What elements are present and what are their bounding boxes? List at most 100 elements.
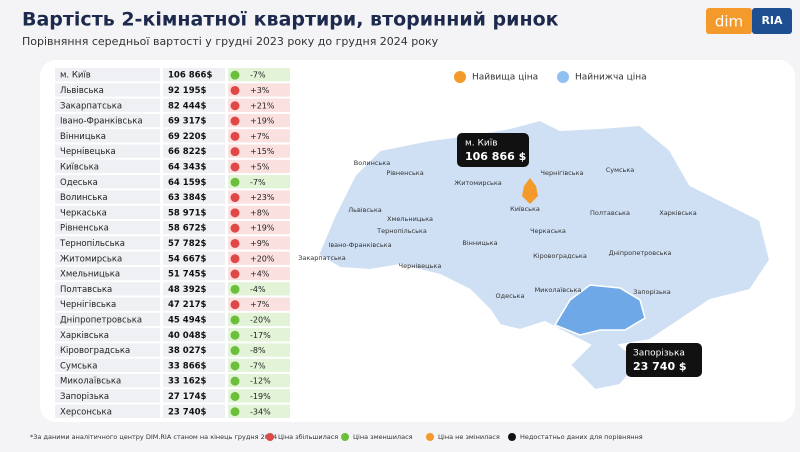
trend-icon xyxy=(230,376,240,386)
region-label: Львівська xyxy=(348,206,382,214)
trend-icon xyxy=(230,315,240,325)
price-bg xyxy=(163,98,225,112)
region-label: Хмельницька xyxy=(387,215,433,223)
legend-icon xyxy=(426,433,434,441)
legend-label: Ціна збільшилася xyxy=(278,433,338,441)
callout-label: м. Київ xyxy=(465,139,498,149)
change-bg xyxy=(228,221,290,235)
change: -7% xyxy=(250,71,266,80)
row-bg xyxy=(55,251,160,265)
region: Кіровоградська xyxy=(60,346,130,356)
price-bg xyxy=(163,144,225,158)
trend-icon xyxy=(230,269,240,279)
region-label: Кіровоградська xyxy=(533,252,587,260)
price-bg xyxy=(163,159,225,174)
trend-icon xyxy=(230,391,240,401)
row-bg xyxy=(55,266,160,281)
price-bg xyxy=(163,374,225,388)
change: +20% xyxy=(250,254,275,263)
callout xyxy=(457,133,529,167)
change-bg xyxy=(228,251,290,265)
row-bg xyxy=(55,236,160,250)
price-bg xyxy=(163,328,225,342)
region-label: Івано-Франківська xyxy=(328,241,391,249)
map: Найвища ціна Найнижча ціна м. Київ 106 8… xyxy=(298,71,772,392)
change: +8% xyxy=(250,208,270,217)
change: +3% xyxy=(250,86,270,95)
change-bg xyxy=(228,175,290,189)
legend-icon xyxy=(266,433,274,441)
region: Черкаська xyxy=(60,208,107,218)
change-bg xyxy=(228,282,290,296)
change: +7% xyxy=(250,300,270,309)
trend-icon xyxy=(230,101,240,111)
region-label: Київська xyxy=(510,205,540,213)
region-label: Чернівецька xyxy=(399,262,442,270)
change-bg xyxy=(228,312,290,327)
region: Волинська xyxy=(60,193,108,203)
region: Закарпатська xyxy=(60,101,122,111)
change-bg xyxy=(228,343,290,357)
region-label: Полтавська xyxy=(590,209,630,217)
title: Вартість 2-кімнатної квартири, вторинний… xyxy=(22,9,559,31)
region: Хмельницька xyxy=(60,270,120,280)
subtitle: Порівняння середньої вартості у грудні 2… xyxy=(22,35,439,48)
region: Харківська xyxy=(60,331,109,341)
region: Житомирська xyxy=(60,254,122,264)
trend-icon xyxy=(230,407,240,417)
price-bg xyxy=(163,266,225,281)
logo: dim xyxy=(715,13,743,31)
price: 23 740$ xyxy=(168,407,207,417)
change-bg xyxy=(228,68,290,82)
region: Миколаївська xyxy=(60,377,121,387)
price: 47 217$ xyxy=(168,300,207,310)
change-bg xyxy=(228,374,290,388)
change-bg xyxy=(228,205,290,219)
region-label: Чернігівська xyxy=(540,169,583,177)
change-bg xyxy=(228,144,290,158)
region: Рівненська xyxy=(60,224,109,234)
row-bg xyxy=(55,175,160,189)
change: +7% xyxy=(250,132,270,141)
change: +23% xyxy=(250,193,275,202)
region-label: Запорізька xyxy=(633,288,671,296)
price: 69 317$ xyxy=(168,117,207,127)
price-bg xyxy=(163,358,225,372)
change-bg xyxy=(228,190,290,204)
legend-label: Ціна не змінилася xyxy=(438,433,500,441)
legend-dot xyxy=(454,71,466,83)
change-bg xyxy=(228,404,290,418)
price-bg xyxy=(163,221,225,235)
callout-label: Запорізька xyxy=(633,349,685,359)
price-bg xyxy=(163,236,225,250)
price-bg xyxy=(163,190,225,204)
change-bg xyxy=(228,358,290,372)
region: Вінницька xyxy=(60,132,106,142)
price: 54 667$ xyxy=(168,254,207,264)
row-bg xyxy=(55,159,160,174)
trend-icon xyxy=(230,131,240,141)
change: +19% xyxy=(250,117,275,126)
price-bg xyxy=(163,83,225,97)
price-bg xyxy=(163,129,225,143)
region: Дніпропетровська xyxy=(60,315,142,325)
price-bg xyxy=(163,175,225,189)
region: Тернопільська xyxy=(59,239,125,249)
trend-icon xyxy=(230,116,240,126)
region: Київська xyxy=(60,162,99,172)
callout-value: 106 866 $ xyxy=(465,150,526,163)
region-label: Одеська xyxy=(496,292,525,300)
region: м. Київ xyxy=(60,71,91,81)
callout xyxy=(626,343,702,377)
row-bg xyxy=(55,343,160,357)
trend-icon xyxy=(230,147,240,157)
region-label: Харківська xyxy=(659,209,696,217)
region: Полтавська xyxy=(60,285,112,295)
price: 40 048$ xyxy=(168,331,207,341)
logo: RIA xyxy=(761,14,783,27)
region: Івано-Франківська xyxy=(60,117,143,127)
change-bg xyxy=(228,159,290,174)
price-bg xyxy=(163,205,225,219)
change: +9% xyxy=(250,239,270,248)
change: -34% xyxy=(250,407,271,416)
